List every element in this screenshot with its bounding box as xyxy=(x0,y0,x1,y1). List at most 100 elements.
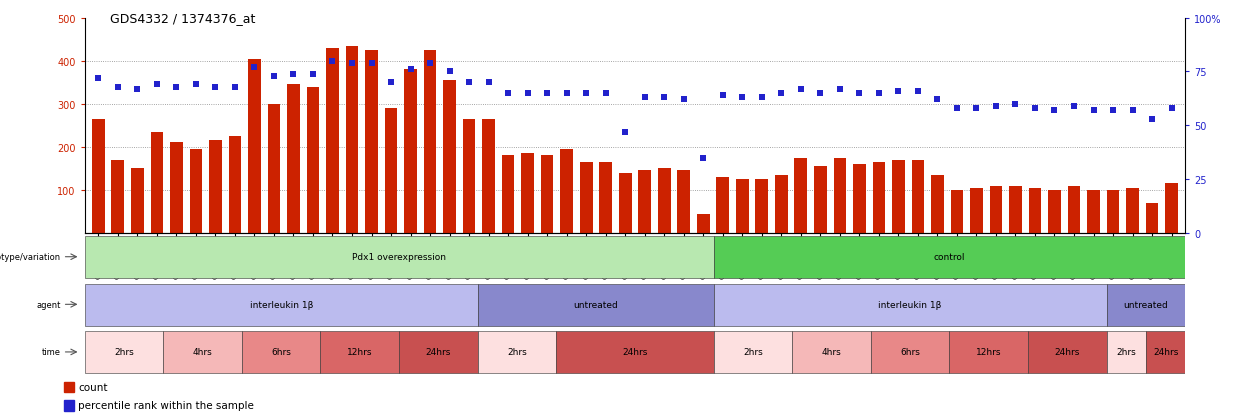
Text: control: control xyxy=(934,253,965,261)
Bar xyxy=(736,180,748,233)
Bar xyxy=(463,119,476,233)
Bar xyxy=(1010,186,1022,233)
Text: 24hrs: 24hrs xyxy=(1153,348,1178,356)
Bar xyxy=(873,162,885,233)
Text: untreated: untreated xyxy=(573,300,618,309)
Point xyxy=(459,80,479,86)
Bar xyxy=(560,150,573,233)
Bar xyxy=(716,178,730,233)
Bar xyxy=(326,49,339,233)
Bar xyxy=(911,160,924,233)
Bar xyxy=(65,382,73,392)
Point xyxy=(655,95,675,101)
Text: percentile rank within the sample: percentile rank within the sample xyxy=(78,401,254,411)
Point xyxy=(225,84,245,90)
Point xyxy=(947,105,967,112)
Bar xyxy=(580,162,593,233)
Bar xyxy=(248,59,260,233)
Bar xyxy=(65,400,73,411)
Point xyxy=(205,84,225,90)
Text: interleukin 1β: interleukin 1β xyxy=(249,300,312,309)
Bar xyxy=(171,143,183,233)
Point xyxy=(1006,101,1026,108)
Bar xyxy=(443,81,456,233)
Bar xyxy=(385,109,397,233)
Text: time: time xyxy=(42,348,61,356)
Bar xyxy=(1087,190,1099,233)
Point xyxy=(713,93,733,99)
Text: 6hrs: 6hrs xyxy=(900,348,920,356)
Bar xyxy=(792,332,870,373)
Point xyxy=(147,82,167,88)
Point xyxy=(674,97,693,104)
Bar xyxy=(713,284,1107,326)
Point xyxy=(810,90,830,97)
Bar xyxy=(870,332,950,373)
Bar xyxy=(288,85,300,233)
Bar xyxy=(774,176,788,233)
Text: 24hrs: 24hrs xyxy=(1055,348,1079,356)
Bar xyxy=(151,133,163,233)
Text: interleukin 1β: interleukin 1β xyxy=(879,300,941,309)
Bar xyxy=(713,237,1185,278)
Bar xyxy=(229,137,242,233)
Bar xyxy=(1107,190,1119,233)
Bar xyxy=(1127,188,1139,233)
Point xyxy=(244,65,264,71)
Text: 2hrs: 2hrs xyxy=(507,348,527,356)
Text: GDS4332 / 1374376_at: GDS4332 / 1374376_at xyxy=(110,12,255,25)
Point xyxy=(1123,108,1143,114)
Point xyxy=(478,80,498,86)
Bar xyxy=(1145,203,1158,233)
Point xyxy=(127,86,147,93)
Point xyxy=(361,60,381,67)
Bar xyxy=(1028,332,1107,373)
Point xyxy=(88,76,108,82)
Bar xyxy=(85,284,478,326)
Bar xyxy=(1068,186,1081,233)
Point xyxy=(693,155,713,161)
Point xyxy=(186,82,205,88)
Point xyxy=(401,67,421,74)
Point xyxy=(732,95,752,101)
Bar xyxy=(657,169,671,233)
Point xyxy=(635,95,655,101)
Bar xyxy=(853,165,865,233)
Bar xyxy=(990,186,1002,233)
Bar xyxy=(482,119,496,233)
Point xyxy=(439,69,459,76)
Bar xyxy=(478,332,557,373)
Bar xyxy=(713,332,792,373)
Text: 24hrs: 24hrs xyxy=(426,348,451,356)
Point xyxy=(966,105,986,112)
Text: agent: agent xyxy=(36,300,61,309)
Point xyxy=(595,90,615,97)
Bar xyxy=(677,171,690,233)
Bar xyxy=(112,160,125,233)
Point xyxy=(772,90,792,97)
Text: 12hrs: 12hrs xyxy=(347,348,372,356)
Point xyxy=(791,86,810,93)
Point xyxy=(1045,108,1064,114)
Bar xyxy=(833,158,847,233)
Bar xyxy=(365,51,377,233)
Point xyxy=(1064,103,1084,110)
Point xyxy=(322,58,342,65)
Point xyxy=(1162,105,1182,112)
Text: 4hrs: 4hrs xyxy=(193,348,213,356)
Bar xyxy=(92,119,105,233)
Bar xyxy=(85,237,713,278)
Bar xyxy=(85,332,163,373)
Point xyxy=(615,129,635,136)
Point xyxy=(381,80,401,86)
Point xyxy=(752,95,772,101)
Point xyxy=(420,60,439,67)
Point xyxy=(869,90,889,97)
Point xyxy=(830,86,850,93)
Text: 2hrs: 2hrs xyxy=(743,348,763,356)
Bar xyxy=(1107,332,1145,373)
Text: 6hrs: 6hrs xyxy=(271,348,291,356)
Bar xyxy=(619,173,631,233)
Point xyxy=(557,90,576,97)
Point xyxy=(537,90,557,97)
